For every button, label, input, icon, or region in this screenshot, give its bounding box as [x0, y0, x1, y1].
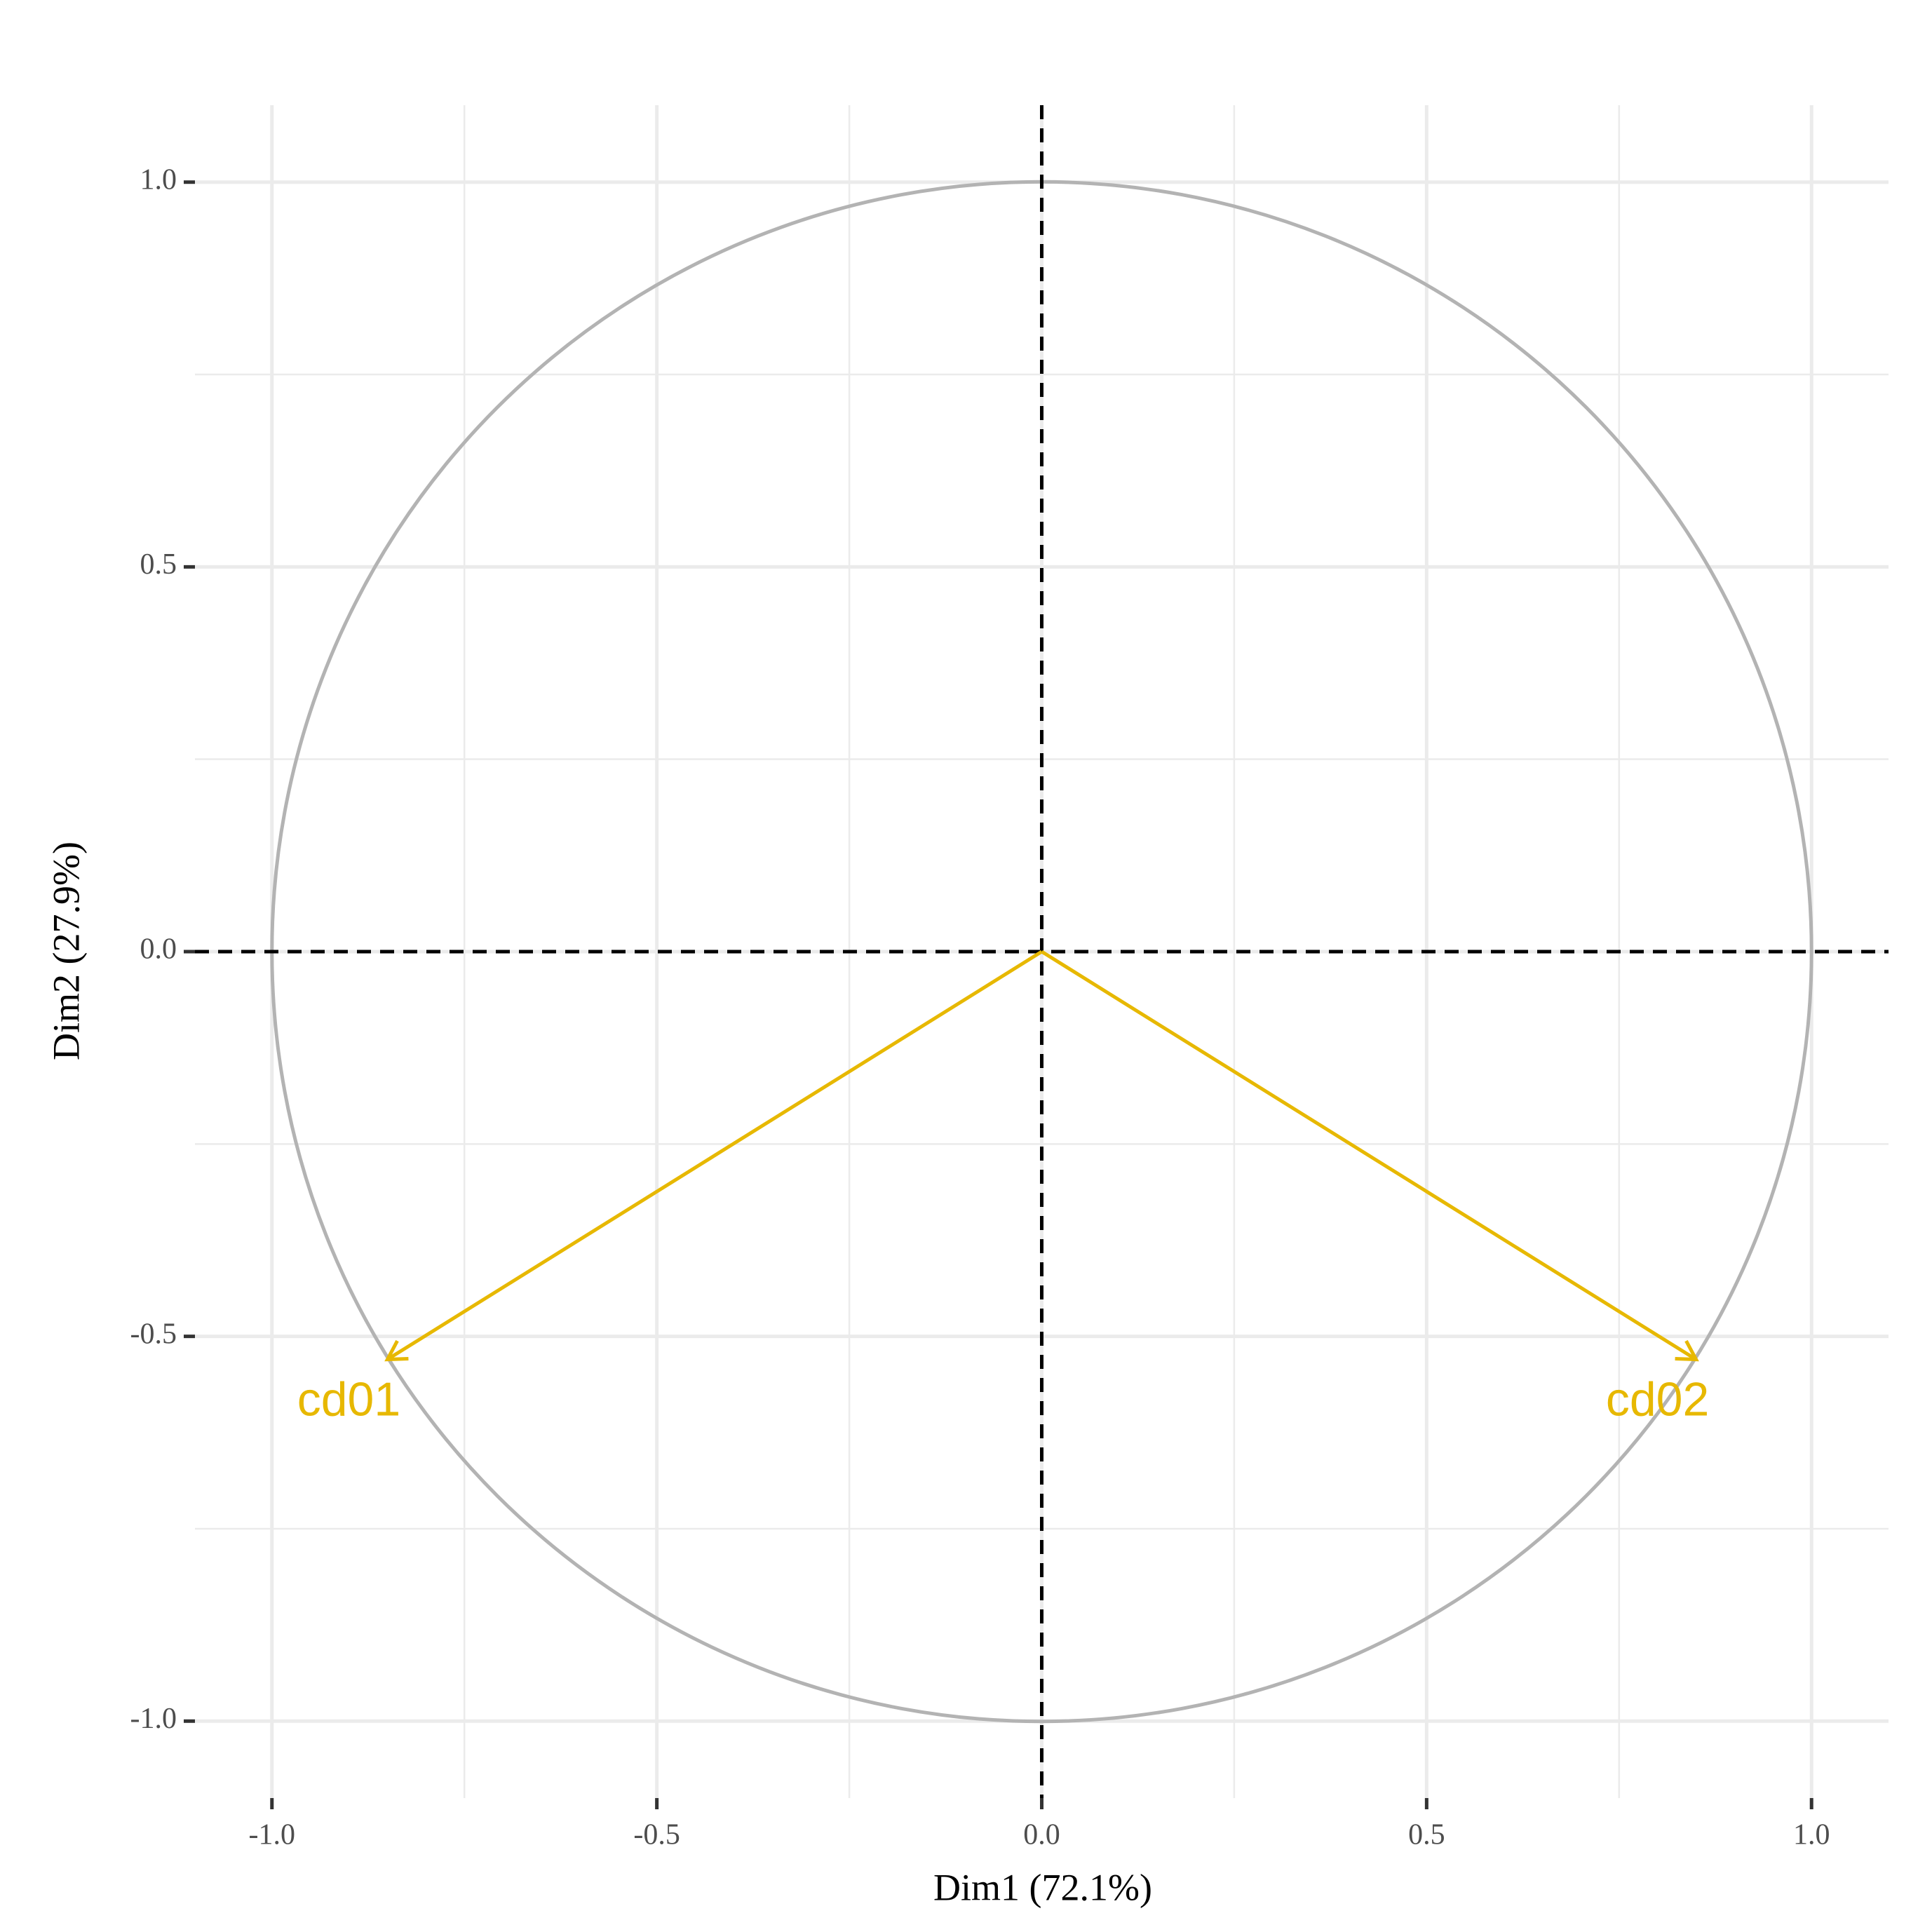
y-tick-label: 0.0 — [140, 933, 177, 966]
arrow-head — [384, 1339, 409, 1362]
x-axis-title: Dim1 (72.1%) — [933, 1866, 1152, 1908]
y-tick-label: 0.5 — [140, 548, 177, 581]
arrow — [386, 950, 1043, 1361]
x-tick-label: 0.5 — [1408, 1819, 1445, 1851]
x-tick-label: -1.0 — [249, 1819, 296, 1851]
x-tick-label: 1.0 — [1793, 1819, 1830, 1851]
arrow — [1041, 950, 1697, 1361]
y-axis-title: Dim2 (27.9%) — [45, 842, 87, 1060]
point-label: cd02 — [1606, 1373, 1709, 1426]
x-tick-label: 0.0 — [1023, 1819, 1060, 1851]
y-tick-label: -1.0 — [130, 1703, 177, 1735]
arrow-head — [1675, 1339, 1699, 1362]
y-tick-label: 1.0 — [140, 163, 177, 196]
y-tick-label: -0.5 — [130, 1318, 177, 1350]
x-tick-label: -0.5 — [633, 1819, 680, 1851]
point-label: cd01 — [297, 1373, 400, 1426]
